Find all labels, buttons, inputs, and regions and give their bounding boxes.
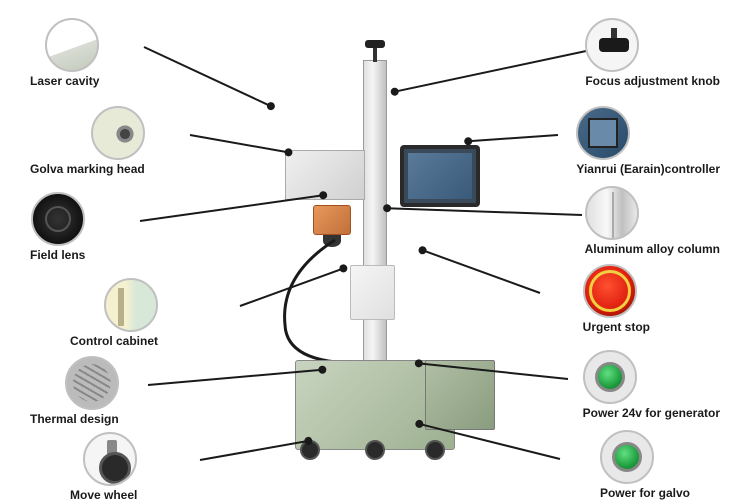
power-24v-thumb-icon xyxy=(583,350,637,404)
callout-aluminum-column: Aluminum alloy column xyxy=(585,186,720,256)
field-lens-label: Field lens xyxy=(30,248,85,262)
callout-field-lens: Field lens xyxy=(30,192,85,262)
leader-line-laser-cavity xyxy=(144,46,272,107)
callout-move-wheel: Move wheel xyxy=(70,432,137,502)
aluminum-column-label: Aluminum alloy column xyxy=(585,242,720,256)
callout-golva-marking-head: Golva marking head xyxy=(30,106,145,176)
thermal-label: Thermal design xyxy=(30,412,119,426)
move-wheel-thumb-icon xyxy=(83,432,137,486)
machine-illustration xyxy=(265,40,485,460)
callout-thermal-design: Thermal design xyxy=(30,356,119,426)
power-galvo-label: Power for galvo xyxy=(600,486,690,500)
callout-urgent-stop: Urgent stop xyxy=(583,264,650,334)
power-24v-label: Power 24v for generator xyxy=(583,406,720,420)
callout-power-24v: Power 24v for generator xyxy=(583,350,720,420)
golva-thumb-icon xyxy=(91,106,145,160)
callout-focus-knob: Focus adjustment knob xyxy=(585,18,720,88)
controller-label: Yianrui (Earain)controller xyxy=(576,162,720,176)
field-lens-thumb-icon xyxy=(31,192,85,246)
machine-cable xyxy=(275,235,395,375)
control-cabinet-thumb-icon xyxy=(104,278,158,332)
callout-laser-cavity: Laser cavity xyxy=(30,18,99,88)
urgent-stop-thumb-icon xyxy=(583,264,637,318)
laser-cavity-label: Laser cavity xyxy=(30,74,99,88)
control-cabinet-label: Control cabinet xyxy=(70,334,158,348)
callout-power-galvo: Power for galvo xyxy=(600,430,690,500)
focus-knob-thumb-icon xyxy=(585,18,639,72)
machine-lens-housing xyxy=(313,205,351,235)
aluminum-column-thumb-icon xyxy=(585,186,639,240)
golva-label: Golva marking head xyxy=(30,162,145,176)
machine-controller-screen xyxy=(400,145,480,207)
callout-controller: Yianrui (Earain)controller xyxy=(576,106,720,176)
laser-cavity-thumb-icon xyxy=(45,18,99,72)
machine-wheel xyxy=(365,440,385,460)
machine-top-knob xyxy=(365,40,385,48)
focus-knob-label: Focus adjustment knob xyxy=(585,74,720,88)
controller-thumb-icon xyxy=(576,106,630,160)
machine-wheel xyxy=(425,440,445,460)
urgent-stop-label: Urgent stop xyxy=(583,320,650,334)
power-galvo-thumb-icon xyxy=(600,430,654,484)
callout-control-cabinet: Control cabinet xyxy=(70,278,158,348)
thermal-thumb-icon xyxy=(65,356,119,410)
